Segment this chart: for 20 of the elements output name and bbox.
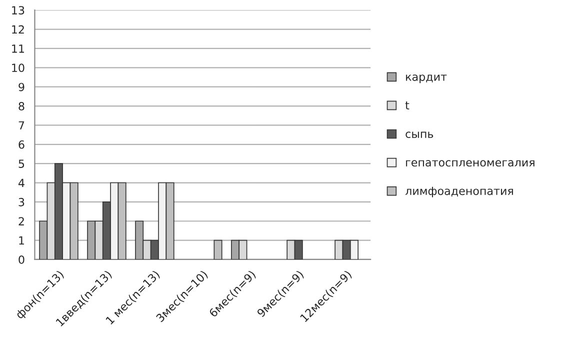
- y-tick-label: 13: [12, 6, 24, 14]
- y-tick-label: 9: [18, 82, 24, 92]
- y-tick-label: 2: [18, 217, 24, 226]
- y-tick-label: 12: [12, 25, 24, 34]
- y-tick-label: 7: [18, 121, 24, 130]
- bar: [214, 240, 222, 260]
- legend-label: t: [405, 102, 410, 110]
- y-tick-label: 3: [18, 198, 24, 206]
- legend-label: лимфоаденопатия: [405, 186, 513, 198]
- y-tick-label: 4: [18, 178, 24, 187]
- legend-label: гепатоспленомегалия: [406, 160, 534, 167]
- y-tick-label: 0: [18, 255, 24, 264]
- y-tick-label: 1: [19, 236, 24, 245]
- y-tick-label: 11: [12, 44, 24, 53]
- y-tick-label: 5: [18, 160, 24, 168]
- y-tick-label: 10: [12, 64, 24, 72]
- y-tick-label: 8: [18, 102, 24, 110]
- legend-label: кардит: [406, 74, 447, 84]
- legend-label: сыпь: [406, 132, 434, 138]
- y-tick-label: 6: [18, 140, 24, 149]
